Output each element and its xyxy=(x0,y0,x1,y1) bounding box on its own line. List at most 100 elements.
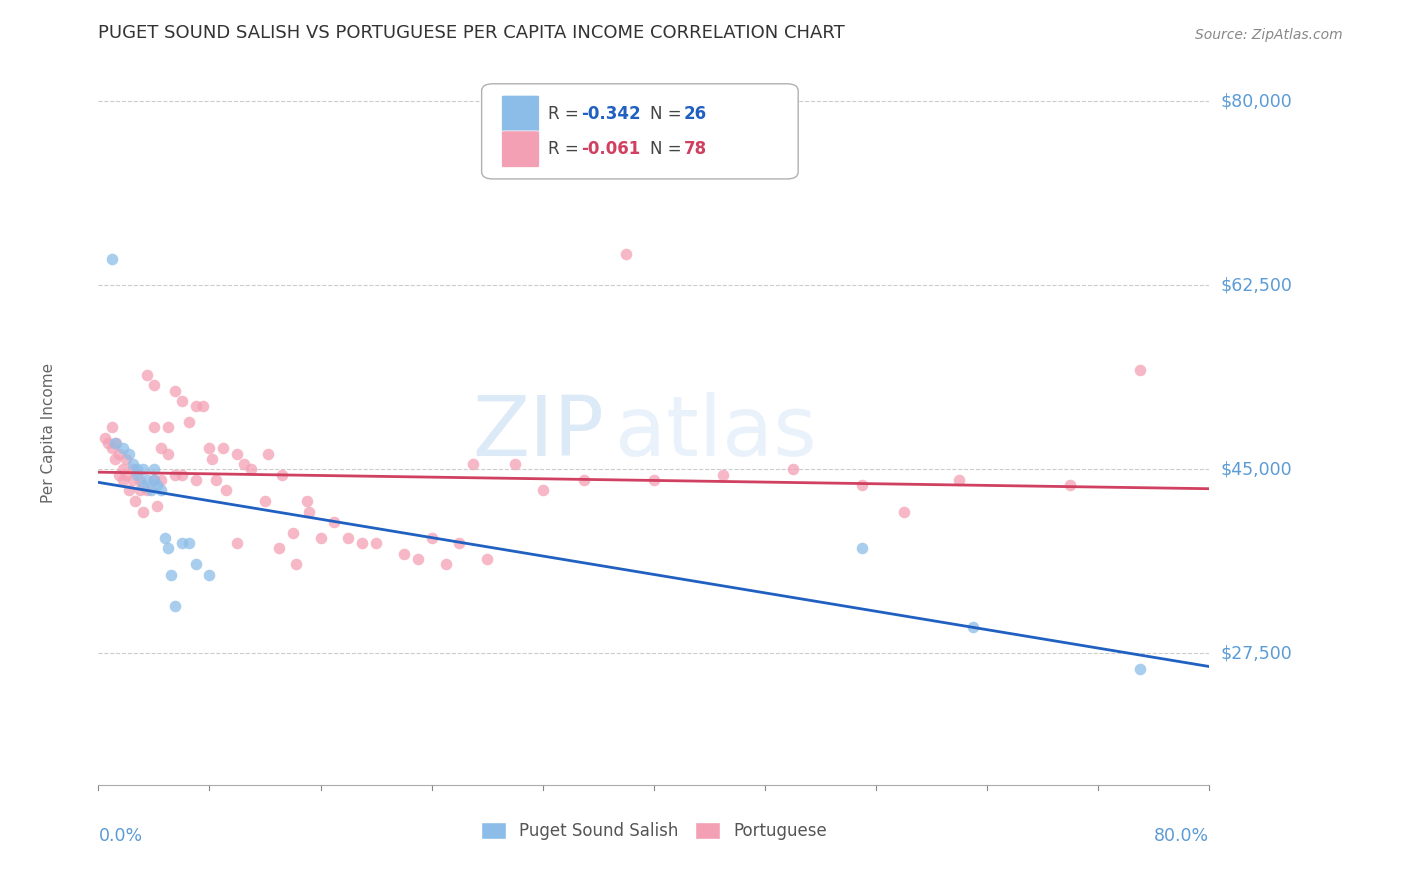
Point xyxy=(108,467,131,482)
Point xyxy=(136,473,159,487)
Point xyxy=(156,447,179,461)
Point xyxy=(145,478,167,492)
Point xyxy=(240,462,263,476)
Point xyxy=(101,252,124,266)
Point xyxy=(463,457,485,471)
Point xyxy=(253,494,276,508)
Point xyxy=(212,442,235,456)
Point xyxy=(215,483,238,498)
Text: R =: R = xyxy=(548,140,585,158)
FancyBboxPatch shape xyxy=(502,131,540,168)
Point xyxy=(267,541,290,556)
Point xyxy=(118,483,141,498)
Text: $62,500: $62,500 xyxy=(1220,277,1292,294)
Point xyxy=(503,457,526,471)
Point xyxy=(177,536,200,550)
Point xyxy=(851,478,873,492)
Point xyxy=(104,451,127,466)
Point xyxy=(145,500,167,514)
Point xyxy=(170,536,193,550)
Point xyxy=(295,494,318,508)
FancyBboxPatch shape xyxy=(482,84,799,179)
Point xyxy=(115,451,138,466)
Text: 80.0%: 80.0% xyxy=(1154,827,1209,846)
Point xyxy=(893,504,915,518)
Point xyxy=(226,536,249,550)
Text: $80,000: $80,000 xyxy=(1220,92,1292,111)
Point xyxy=(392,547,415,561)
Point xyxy=(112,442,135,456)
FancyBboxPatch shape xyxy=(502,95,540,132)
Point xyxy=(149,473,172,487)
Point xyxy=(434,557,457,571)
Text: -0.061: -0.061 xyxy=(582,140,641,158)
Point xyxy=(643,473,665,487)
Point xyxy=(97,436,120,450)
Point xyxy=(159,567,181,582)
Point xyxy=(201,451,224,466)
Point xyxy=(129,473,152,487)
Point xyxy=(948,473,970,487)
Point xyxy=(156,541,179,556)
Point xyxy=(149,483,172,498)
Point xyxy=(851,541,873,556)
Point xyxy=(143,420,166,434)
Point xyxy=(143,473,166,487)
Text: -0.342: -0.342 xyxy=(582,104,641,122)
Point xyxy=(962,620,984,634)
Point xyxy=(122,473,145,487)
Point xyxy=(170,467,193,482)
Legend: Puget Sound Salish, Portuguese: Puget Sound Salish, Portuguese xyxy=(474,815,834,847)
Point xyxy=(115,467,138,482)
Text: 78: 78 xyxy=(683,140,707,158)
Point xyxy=(129,483,152,498)
Text: N =: N = xyxy=(651,140,688,158)
Point xyxy=(124,494,146,508)
Point xyxy=(141,483,163,498)
Point xyxy=(1129,362,1152,376)
Point xyxy=(1059,478,1081,492)
Point xyxy=(101,420,124,434)
Point xyxy=(163,467,186,482)
Point xyxy=(184,473,207,487)
Text: ZIP: ZIP xyxy=(472,392,603,473)
Point xyxy=(94,431,117,445)
Point xyxy=(170,394,193,409)
Point xyxy=(198,442,221,456)
Text: atlas: atlas xyxy=(614,392,817,473)
Point xyxy=(104,436,127,450)
Point xyxy=(156,420,179,434)
Point xyxy=(782,462,804,476)
Point xyxy=(143,473,166,487)
Point xyxy=(136,368,159,382)
Point xyxy=(298,504,321,518)
Text: R =: R = xyxy=(548,104,585,122)
Point xyxy=(475,551,499,566)
Point xyxy=(337,531,360,545)
Text: Per Capita Income: Per Capita Income xyxy=(41,362,56,503)
Point xyxy=(366,536,388,550)
Point xyxy=(122,462,145,476)
Point xyxy=(270,467,292,482)
Point xyxy=(112,462,135,476)
Text: $27,500: $27,500 xyxy=(1220,645,1292,663)
Point xyxy=(449,536,471,550)
Point xyxy=(309,531,332,545)
Text: N =: N = xyxy=(651,104,688,122)
Point xyxy=(136,483,159,498)
Point xyxy=(132,478,155,492)
Point xyxy=(420,531,443,545)
Point xyxy=(198,567,221,582)
Point xyxy=(108,447,131,461)
Point xyxy=(149,442,172,456)
Point xyxy=(352,536,374,550)
Point xyxy=(574,473,596,487)
Point xyxy=(281,525,304,540)
Point xyxy=(191,400,214,414)
Point xyxy=(184,557,207,571)
Point xyxy=(153,531,176,545)
Text: $45,000: $45,000 xyxy=(1220,460,1292,478)
Point xyxy=(132,462,155,476)
Point xyxy=(163,599,186,614)
Point xyxy=(163,384,186,398)
